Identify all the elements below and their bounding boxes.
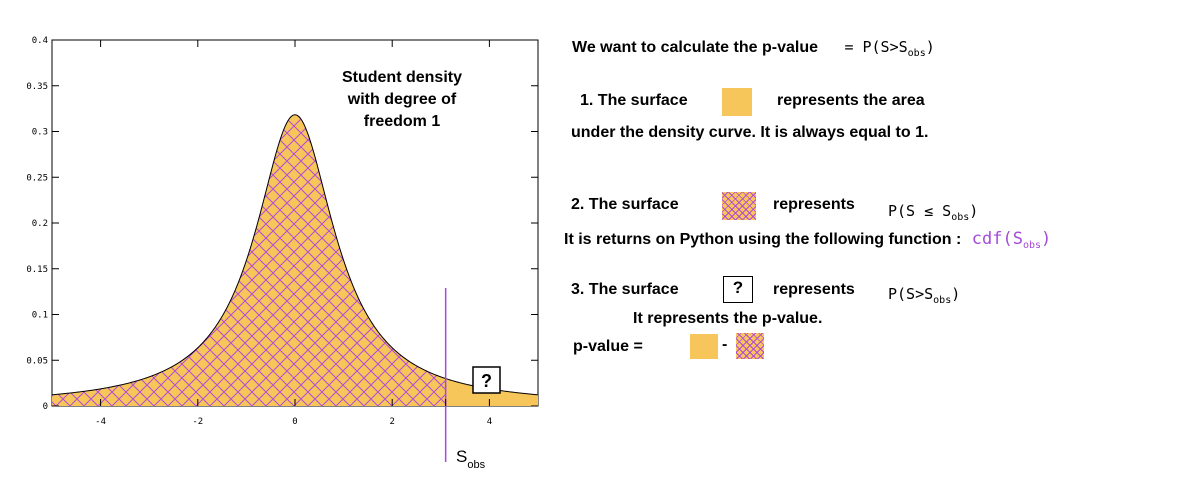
y-tick-label: 0.4: [32, 36, 48, 46]
item2-pre: 2. The surface: [571, 196, 679, 213]
item1-post: represents the area: [777, 92, 925, 109]
cdf-code: cdf(Sobs): [971, 229, 1052, 251]
pvalue-solid-swatch: [690, 334, 718, 359]
student-density-annotation: Student density with degree of freedom 1: [342, 69, 462, 130]
y-tick-label: 0.15: [26, 265, 48, 275]
item3-post: represents: [773, 281, 855, 298]
cdf-hatched-area: [52, 114, 446, 406]
item2-formula: P(S ≤ Sobs): [888, 202, 979, 223]
x-tick-label: 0: [292, 417, 297, 427]
item2-line2-text: It is returns on Python using the follow…: [564, 231, 962, 248]
y-tick-label: 0.3: [32, 128, 48, 138]
pvalue-hatched-swatch: [736, 333, 764, 359]
intro-formula: = P(S>Sobs): [844, 38, 935, 59]
pvalue-minus: -: [722, 336, 728, 353]
intro-text: We want to calculate the p-value: [572, 39, 818, 56]
x-axis-ticks: -4 -2 0 2 4: [95, 40, 492, 427]
item2-post: represents: [773, 196, 855, 213]
item3-line2: It represents the p-value.: [633, 310, 823, 327]
annotation-line-3: freedom 1: [364, 113, 441, 130]
item1-pre: 1. The surface: [580, 92, 688, 109]
item3-formula: P(S>Sobs): [888, 285, 961, 306]
y-tick-label: 0.25: [26, 173, 48, 183]
hatched-area-swatch: [722, 192, 756, 220]
intro-line: We want to calculate the p-value = P(S>S…: [572, 38, 935, 59]
x-tick-label: -4: [95, 417, 106, 427]
y-tick-label: 0: [43, 402, 48, 412]
pvalue-label: p-value =: [573, 338, 643, 355]
item2-line2: It is returns on Python using the follow…: [564, 229, 1052, 251]
sobs-label: Sobs: [456, 447, 486, 471]
y-tick-label: 0.05: [26, 356, 48, 366]
density-chart: 0 0.05 0.1 0.15 0.2 0.25 0.3 0.35 0.4 -4 -2 0 2 4 St…: [26, 36, 539, 471]
item1-line2: under the density curve. It is always eq…: [571, 124, 929, 141]
annotation-line-2: with degree of: [347, 91, 457, 108]
y-axis-ticks: 0 0.05 0.1 0.15 0.2 0.25 0.3 0.35 0.4: [26, 36, 538, 412]
question-box-swatch: ?: [723, 276, 753, 303]
y-tick-label: 0.35: [26, 82, 48, 92]
x-tick-label: 4: [487, 417, 492, 427]
x-tick-label: 2: [389, 417, 394, 427]
x-tick-label: -2: [192, 417, 203, 427]
item3-pre: 3. The surface: [571, 281, 679, 298]
question-mark-box: ?: [472, 366, 501, 394]
y-tick-label: 0.2: [32, 219, 48, 229]
annotation-line-1: Student density: [342, 69, 462, 86]
solid-area-swatch: [722, 88, 752, 116]
y-tick-label: 0.1: [32, 311, 48, 321]
density-curve: [51, 114, 539, 396]
question-mark-text: ?: [481, 371, 492, 391]
